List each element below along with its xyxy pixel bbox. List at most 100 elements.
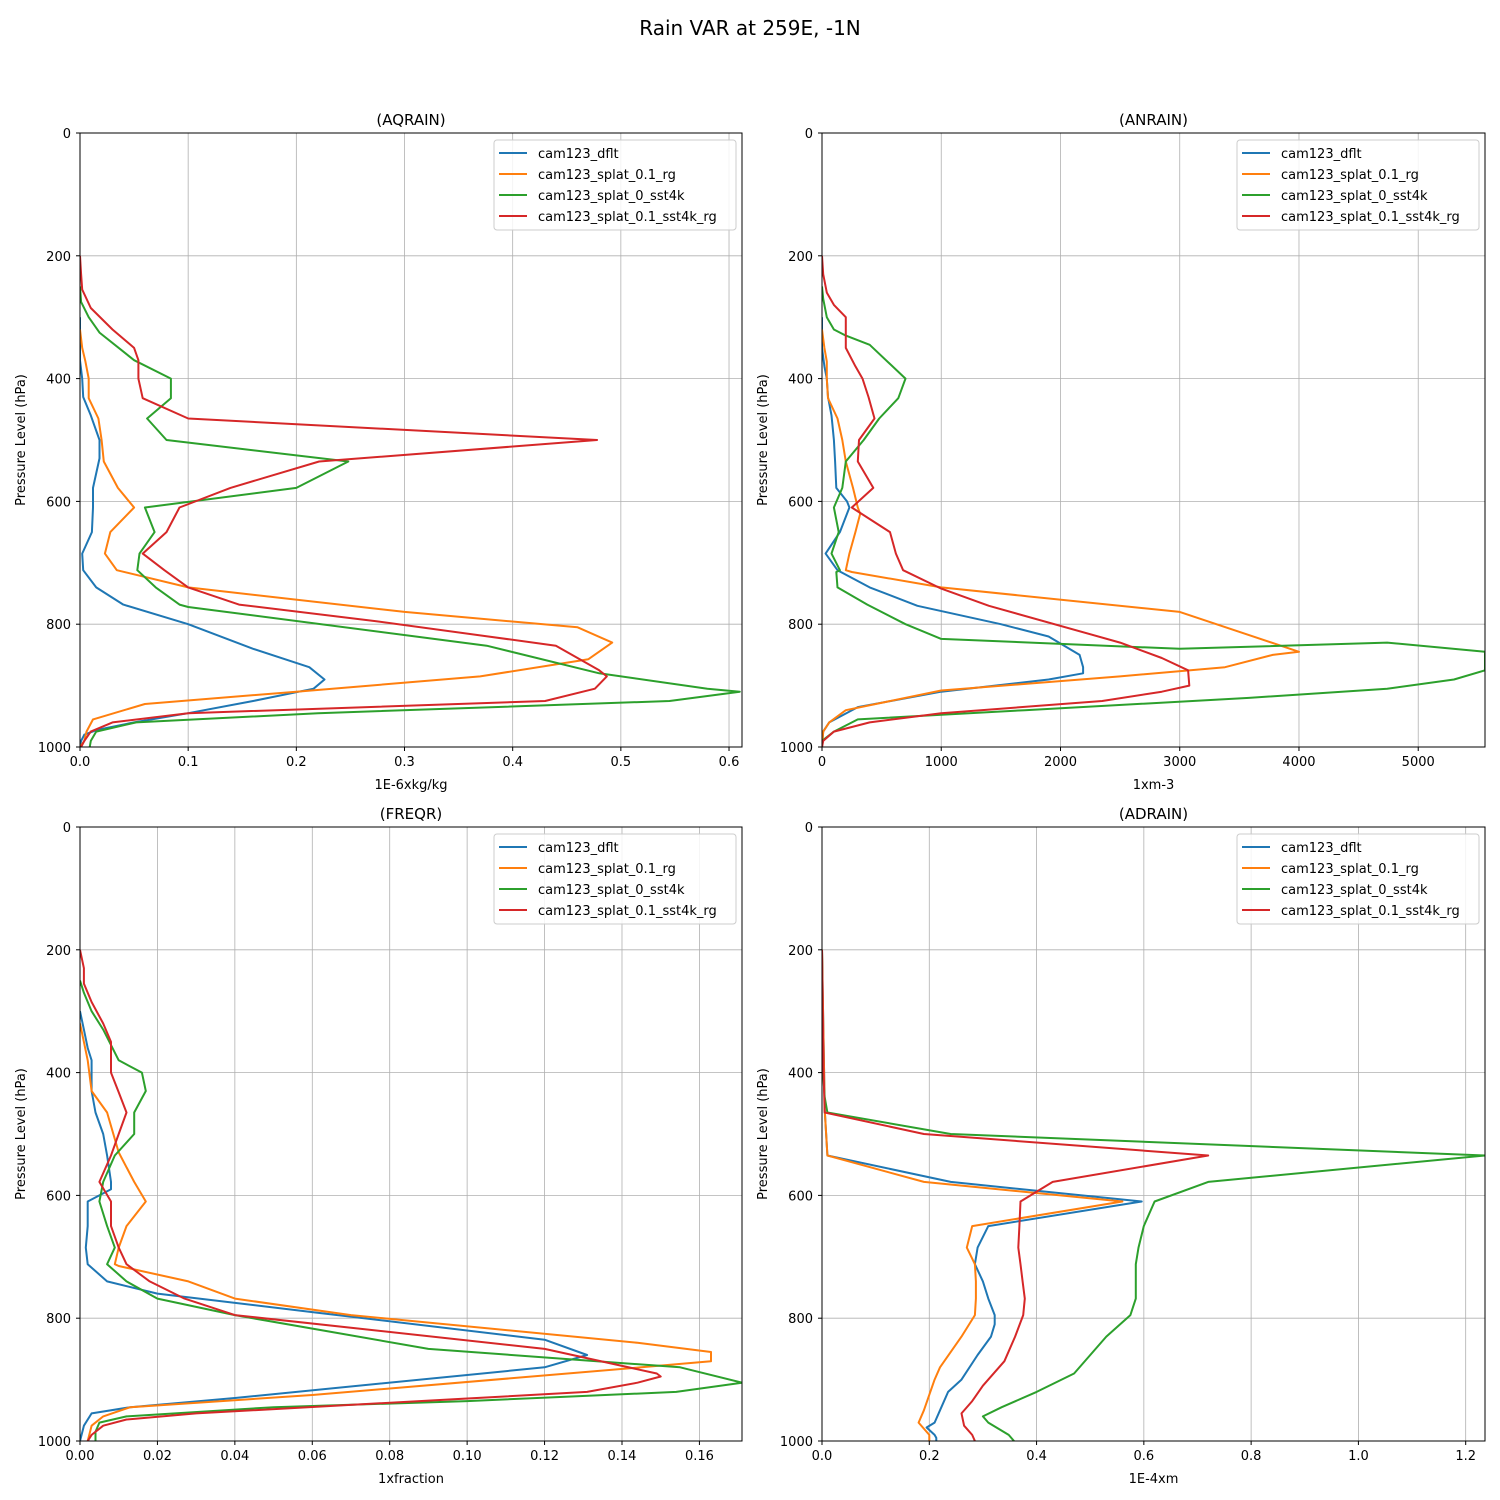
- series-line-cam123_splat_0.1_sst4k_rg: [80, 949, 662, 1441]
- legend-label: cam123_splat_0.1_sst4k_rg: [538, 210, 717, 225]
- x-tick-label: 0: [818, 755, 826, 770]
- legend-label: cam123_splat_0_sst4k: [1281, 189, 1428, 204]
- x-tick-label: 3000: [1163, 755, 1196, 770]
- series-line-cam123_splat_0_sst4k: [822, 949, 1485, 1441]
- series-line-cam123_splat_0.1_sst4k_rg: [822, 949, 1210, 1441]
- series-line-cam123_splat_0.1_rg: [80, 329, 614, 747]
- y-tick-label: 200: [788, 944, 813, 959]
- legend: cam123_dflt cam123_splat_0.1_rg cam123_spl…: [493, 139, 737, 231]
- legend-label: cam123_dflt: [538, 841, 619, 856]
- x-tick-label: 0.5: [611, 755, 632, 770]
- legend-label: cam123_dflt: [538, 147, 619, 162]
- y-tick-label: 0: [63, 821, 71, 836]
- x-tick-label: 0.6: [1134, 1449, 1155, 1464]
- series-line-cam123_splat_0.1_rg: [822, 949, 1124, 1441]
- x-tick-label: 0.6: [719, 755, 740, 770]
- legend-label: cam123_splat_0_sst4k: [538, 883, 685, 898]
- legend-label: cam123_splat_0.1_sst4k_rg: [1281, 904, 1460, 919]
- y-tick-label: 800: [788, 1312, 813, 1327]
- x-tick-label: 5000: [1402, 755, 1435, 770]
- plot-frame: [79, 132, 743, 748]
- x-tick-label: 0.10: [453, 1449, 482, 1464]
- x-tick-label: 2000: [1044, 755, 1077, 770]
- series-line-cam123_splat_0.1_sst4k_rg: [80, 255, 608, 747]
- series-line-cam123_splat_0.1_rg: [822, 329, 1300, 747]
- legend-label: cam123_splat_0.1_sst4k_rg: [538, 904, 717, 919]
- x-tick-label: 0.16: [685, 1449, 714, 1464]
- series-line-cam123_dflt: [80, 317, 326, 747]
- series-lines: [80, 255, 741, 747]
- x-axis-label: 1xm-3: [1133, 778, 1175, 793]
- legend: cam123_dflt cam123_splat_0.1_rg cam123_spl…: [493, 833, 737, 925]
- x-tick-label: 0.8: [1241, 1449, 1262, 1464]
- subplot-2: 0 1000 2000 3000 4000 5000 0 200 400 600 800 1000 (A…: [756, 111, 1486, 793]
- x-tick-label: 0.0: [70, 755, 91, 770]
- x-tick-label: 0.3: [394, 755, 415, 770]
- x-tick-label: 1.0: [1348, 1449, 1369, 1464]
- y-tick-label: 0: [63, 127, 71, 142]
- y-tick-label: 400: [788, 373, 813, 388]
- y-tick-label: 1000: [38, 741, 71, 756]
- legend: cam123_dflt cam123_splat_0.1_rg cam123_spl…: [1236, 139, 1480, 231]
- legend-box: [493, 833, 737, 925]
- x-tick-label: 1000: [925, 755, 958, 770]
- y-axis-label: Pressure Level (hPa): [756, 374, 771, 506]
- y-axis-label: Pressure Level (hPa): [756, 1068, 771, 1200]
- subplot-4: 0.0 0.2 0.4 0.6 0.8 1.0 1.2 0 200 400 600 800 1000 (A…: [756, 805, 1486, 1487]
- x-axis-label: 1xfraction: [378, 1472, 444, 1487]
- series-line-cam123_splat_0_sst4k: [822, 286, 1485, 742]
- legend-label: cam123_splat_0_sst4k: [538, 189, 685, 204]
- figure-title: Rain VAR at 259E, -1N: [639, 16, 861, 40]
- subplot-title: (AQRAIN): [376, 111, 445, 129]
- y-tick-label: 400: [46, 373, 71, 388]
- legend-box: [493, 139, 737, 231]
- x-tick-label: 4000: [1282, 755, 1315, 770]
- y-tick-label: 600: [46, 495, 71, 510]
- x-tick-label: 0.12: [530, 1449, 559, 1464]
- y-axis-label: Pressure Level (hPa): [14, 374, 29, 506]
- x-tick-label: 0.2: [286, 755, 307, 770]
- legend-box: [1236, 833, 1480, 925]
- x-tick-label: 0.08: [375, 1449, 404, 1464]
- x-tick-label: 1.2: [1455, 1449, 1476, 1464]
- series-line-cam123_splat_0_sst4k: [80, 286, 741, 747]
- x-tick-label: 0.14: [608, 1449, 637, 1464]
- subplot-3: 0.00 0.02 0.04 0.06 0.08 0.10 0.12 0.14 0.16 0 200…: [14, 805, 743, 1487]
- series-lines: [80, 949, 742, 1441]
- series-line-cam123_splat_0_sst4k: [80, 980, 742, 1441]
- y-tick-label: 0: [805, 821, 813, 836]
- x-tick-label: 0.02: [143, 1449, 172, 1464]
- series-line-cam123_splat_0.1_sst4k_rg: [822, 255, 1191, 747]
- plot-frame: [821, 826, 1486, 1442]
- series-line-cam123_dflt: [822, 949, 1143, 1441]
- plot-frame: [821, 132, 1486, 748]
- series-line-cam123_dflt: [80, 1010, 589, 1441]
- y-tick-label: 800: [46, 1312, 71, 1327]
- legend-label: cam123_splat_0.1_rg: [1281, 168, 1419, 183]
- x-tick-label: 0.4: [1026, 1449, 1047, 1464]
- legend-label: cam123_splat_0.1_rg: [1281, 862, 1419, 877]
- x-tick-label: 0.4: [502, 755, 523, 770]
- y-axis-label: Pressure Level (hPa): [14, 1068, 29, 1200]
- y-tick-label: 400: [46, 1067, 71, 1082]
- y-tick-label: 0: [805, 127, 813, 142]
- legend-label: cam123_dflt: [1281, 841, 1362, 856]
- y-tick-label: 1000: [780, 1435, 813, 1450]
- y-tick-label: 800: [788, 618, 813, 633]
- y-tick-label: 800: [46, 618, 71, 633]
- series-lines: [822, 949, 1485, 1441]
- x-axis-label: 1E-6xkg/kg: [374, 778, 447, 793]
- subplot-title: (FREQR): [380, 805, 442, 823]
- subplot-1: 0.0 0.1 0.2 0.3 0.4 0.5 0.6 0 200 400 600 800 1000 (A…: [14, 111, 743, 793]
- x-tick-label: 0.04: [220, 1449, 249, 1464]
- y-tick-label: 400: [788, 1067, 813, 1082]
- x-tick-label: 0.06: [298, 1449, 327, 1464]
- x-tick-label: 0.1: [178, 755, 199, 770]
- x-axis-label: 1E-4xm: [1129, 1472, 1179, 1487]
- plot-frame: [79, 826, 743, 1442]
- y-tick-label: 1000: [38, 1435, 71, 1450]
- y-tick-label: 600: [788, 495, 813, 510]
- legend-label: cam123_splat_0_sst4k: [1281, 883, 1428, 898]
- legend-label: cam123_dflt: [1281, 147, 1362, 162]
